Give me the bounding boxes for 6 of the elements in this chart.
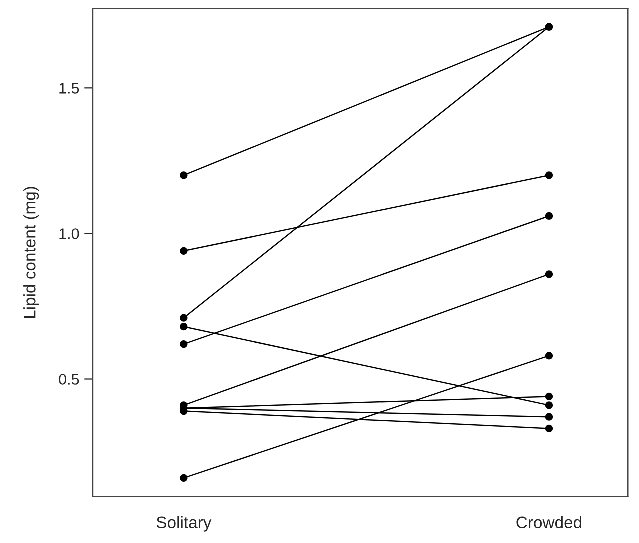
x-tick-label: Crowded xyxy=(516,516,582,529)
y-tick-label: 1.5 xyxy=(60,83,80,94)
x-tick-label: Solitary xyxy=(156,516,212,532)
y-axis-title: Lipid content (mg) xyxy=(24,187,40,318)
y-tick-label: 1.0 xyxy=(60,228,80,240)
y-tick-label: 0.5 xyxy=(59,374,80,385)
